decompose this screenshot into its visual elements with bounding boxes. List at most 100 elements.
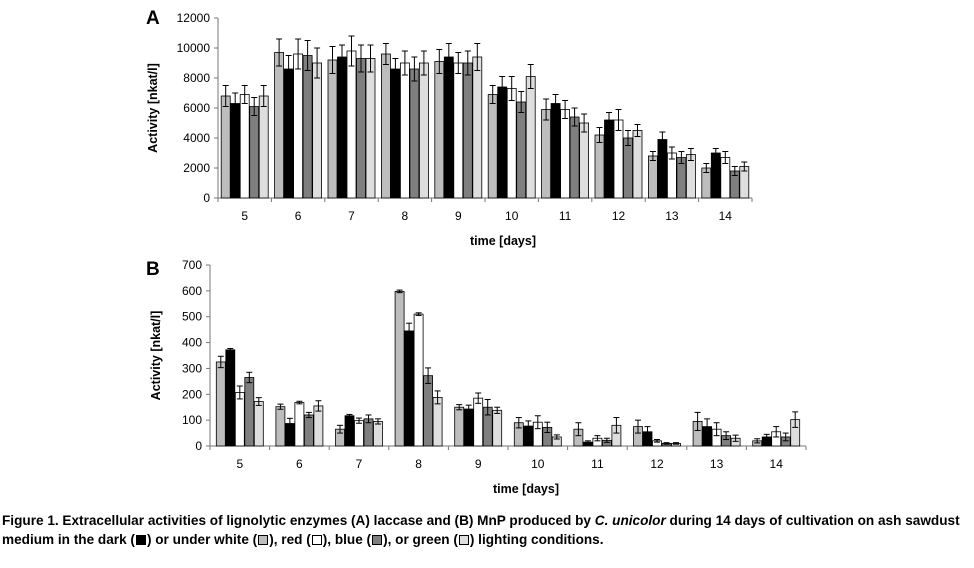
chart-a-bar-red [346, 50, 357, 199]
chart-b-x-tick-label: 10 [531, 457, 545, 471]
chart-b-x-axis-title: time [days] [493, 482, 559, 496]
chart-b-bar-white [275, 406, 286, 447]
chart-a-x-tick-label: 5 [241, 209, 248, 223]
chart-a-bar-white [541, 109, 551, 199]
chart-b-bar-dark [404, 330, 415, 447]
chart-b-bar-red [234, 392, 245, 447]
chart-a-y-tick-label: 8000 [183, 71, 210, 85]
chart-a-bar-red [560, 109, 570, 199]
chart-a-bar-blue [569, 116, 580, 199]
chart-a-y-tick-label: 12000 [177, 11, 211, 25]
chart-b-bar-red [413, 313, 424, 447]
chart-a-bar-green [579, 122, 589, 199]
chart-a-bar-red [239, 94, 250, 199]
chart-a-bar-green [632, 130, 643, 199]
chart-b-bar-white [394, 290, 405, 447]
chart-a-bar-white [594, 134, 605, 199]
chart-a-x-tick-label: 10 [505, 209, 519, 223]
chart-a-bar-blue [302, 55, 313, 199]
chart-b-bar-white [215, 361, 226, 447]
chart-a-bar-blue [623, 137, 633, 199]
chart-b-bar-red [473, 397, 484, 447]
chart-a-bar-blue [249, 106, 260, 199]
chart-b-bar-blue [423, 375, 434, 447]
chart-a-bar-red [613, 119, 624, 199]
chart-b-bar-white [454, 406, 465, 447]
chart-b-panel-label: B [146, 259, 160, 280]
chart-a-bar-blue [356, 58, 366, 199]
chart-a-x-tick-label: 9 [455, 209, 462, 223]
chart-a-y-tick-label: 0 [203, 191, 210, 205]
chart-a-bar-red [667, 152, 677, 199]
chart-b-x-tick-label: 8 [415, 457, 422, 471]
chart-b-bar-green [432, 396, 443, 447]
chart-a-y-tick-label: 2000 [183, 161, 210, 175]
chart-b-x-tick-label: 14 [770, 457, 784, 471]
chart-a-bar-red [506, 88, 517, 199]
swatch-green [458, 535, 469, 545]
chart-b-bar-red [294, 402, 305, 447]
chart-a-bar-white [648, 155, 658, 199]
chart-b-y-tick-label: 700 [182, 258, 202, 272]
chart-a-bar-white [380, 53, 391, 199]
chart-a-x-tick-label: 12 [612, 209, 626, 223]
chart-b-y-tick-label: 300 [182, 361, 202, 375]
chart-a-y-tick-label: 6000 [183, 101, 210, 115]
caption-species: C. unicolor [594, 513, 666, 528]
chart-a-bar-white [327, 59, 338, 199]
chart-b-mnp: B 0 100 200 300 400 500 600 700 5 6 7 8 9 10 11 12 13 14 ti… [146, 258, 807, 496]
caption-text-2: during 14 days of cultivation on ash saw… [2, 513, 960, 547]
chart-b-bar-green [373, 421, 383, 447]
chart-a-x-tick-label: 6 [295, 209, 302, 223]
caption-text-5: ), blue ( [322, 532, 372, 547]
chart-a-bar-dark [230, 103, 241, 199]
chart-b-bar-green [492, 409, 503, 447]
swatch-blue [372, 535, 383, 545]
chart-a-bar-green [472, 56, 483, 199]
chart-a-x-tick-label: 14 [719, 209, 733, 223]
figure-caption: Figure 1. Extracellular activities of li… [2, 511, 972, 549]
chart-b-y-axis-title: Activity [nkat/l] [149, 311, 163, 401]
chart-a-panel-label: A [146, 8, 160, 29]
chart-a-bar-blue [462, 62, 473, 199]
chart-a-y-tick-label: 10000 [177, 41, 211, 55]
chart-a-bar-white [220, 95, 231, 199]
chart-b-bar-blue [303, 414, 314, 447]
chart-a-bar-dark [337, 56, 347, 199]
chart-a-bar-red [399, 62, 410, 199]
chart-b-x-tick-label: 5 [236, 457, 243, 471]
chart-a-bar-dark [604, 119, 614, 199]
caption-text-7: ) lighting conditions. [469, 532, 604, 547]
chart-a-bar-dark [550, 103, 561, 199]
chart-a-bar-white [434, 61, 445, 199]
chart-a-laccase: A 0 2000 4000 6000 8000 10000 12000 5 6 7 8 9 10 11 12 1… [146, 8, 753, 248]
caption-text-4: ), red ( [269, 532, 311, 547]
chart-a-bar-green [686, 154, 696, 199]
chart-a-bar-green [365, 58, 376, 199]
chart-a-x-tick-label: 13 [665, 209, 679, 223]
chart-b-bar-dark [225, 349, 236, 447]
chart-a-y-axis-title: Activity [nkat/l] [146, 63, 160, 153]
chart-b-y-tick-label: 500 [182, 310, 202, 324]
chart-b-x-tick-label: 9 [475, 457, 482, 471]
chart-b-bar-blue [244, 377, 255, 447]
chart-b-y-tick-label: 100 [182, 413, 202, 427]
chart-b-y-tick-label: 0 [195, 439, 202, 453]
chart-a-x-tick-label: 7 [348, 209, 355, 223]
chart-b-bar-dark [463, 408, 474, 447]
caption-text-3: ) or under white ( [146, 532, 258, 547]
chart-a-bar-blue [516, 101, 527, 199]
chart-b-x-tick-label: 12 [650, 457, 664, 471]
chart-a-x-axis-title: time [days] [470, 234, 536, 248]
caption-text-6: ), or green ( [383, 532, 458, 547]
chart-a-bar-dark [443, 56, 454, 199]
chart-a-bar-white [274, 52, 285, 199]
chart-b-bar-dark [344, 415, 355, 447]
chart-b-bar-green [253, 401, 264, 447]
swatch-red [311, 535, 322, 545]
chart-a-bar-dark [283, 68, 294, 199]
swatch-dark [135, 535, 146, 545]
chart-a-bar-green [312, 62, 323, 199]
chart-a-bar-green [418, 62, 429, 199]
chart-b-bar-red [354, 420, 364, 447]
